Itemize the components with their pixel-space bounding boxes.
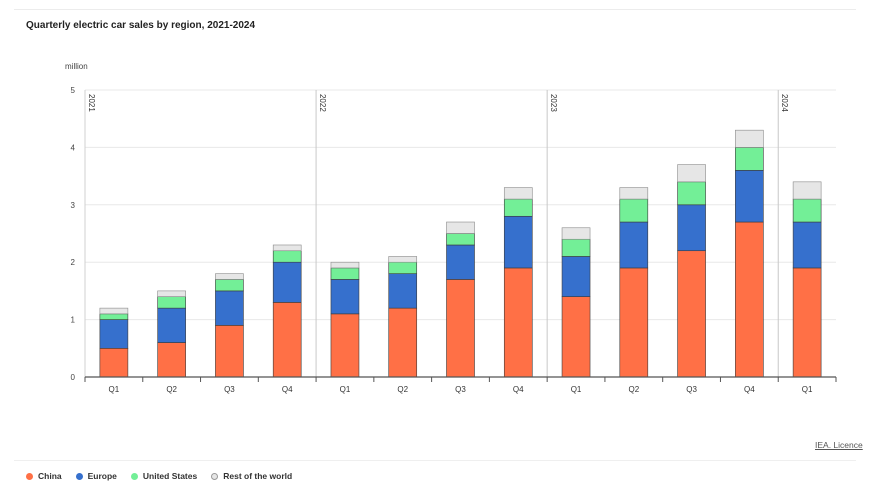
bottom-divider: [14, 460, 856, 461]
bar-europe-4: [330, 279, 360, 315]
bar-china-10: [677, 250, 706, 378]
bar-europe-12: [792, 221, 822, 269]
bar-china-11: [735, 221, 764, 378]
x-tick-label-7: Q4: [513, 385, 524, 394]
bar-china-1: [157, 342, 186, 378]
bar-europe-10: [677, 204, 706, 252]
x-tick-label-6: Q3: [455, 385, 466, 394]
bar-rest-of-the-world-12: [792, 181, 822, 200]
bar-united-states-5: [388, 261, 418, 274]
bar-rest-of-the-world-0: [99, 307, 129, 315]
bar-united-states-11: [735, 147, 764, 171]
x-tick-label-12: Q1: [802, 385, 813, 394]
bar-china-5: [388, 307, 418, 378]
x-tick-label-8: Q1: [571, 385, 582, 394]
bar-rest-of-the-world-4: [330, 261, 360, 269]
year-label-2024: 2024: [780, 94, 789, 112]
bar-united-states-9: [619, 198, 649, 223]
y-tick-label-4: 4: [71, 143, 76, 152]
bar-europe-1: [157, 307, 186, 343]
bar-united-states-1: [157, 296, 186, 309]
x-tick-label-2: Q3: [224, 385, 235, 394]
bar-rest-of-the-world-9: [619, 187, 649, 200]
legend-item-china[interactable]: China: [26, 471, 62, 481]
bar-united-states-0: [99, 313, 129, 320]
bar-china-0: [99, 347, 129, 378]
y-axis-label: million: [65, 62, 88, 71]
y-tick-label-0: 0: [71, 373, 76, 382]
bar-europe-8: [561, 256, 591, 297]
bar-rest-of-the-world-7: [503, 187, 533, 200]
bar-europe-6: [446, 244, 475, 280]
legend-label-united-states: United States: [142, 471, 198, 481]
bar-china-6: [446, 279, 475, 378]
bar-china-3: [272, 302, 302, 378]
x-tick-label-9: Q2: [628, 385, 639, 394]
bar-united-states-8: [561, 238, 591, 257]
legend-item-europe[interactable]: Europe: [75, 471, 117, 481]
bar-rest-of-the-world-5: [388, 256, 418, 263]
bar-china-7: [503, 267, 533, 378]
y-tick-label-2: 2: [71, 258, 76, 267]
bar-europe-3: [272, 261, 302, 303]
bar-rest-of-the-world-11: [735, 129, 764, 148]
y-tick-label-5: 5: [71, 86, 76, 95]
bar-europe-5: [388, 273, 418, 309]
bar-rest-of-the-world-10: [677, 164, 706, 183]
x-tick-label-11: Q4: [744, 385, 755, 394]
legend-swatch-europe: [75, 472, 83, 480]
bar-europe-2: [215, 290, 244, 326]
x-tick-label-5: Q2: [397, 385, 408, 394]
legend-swatch-united-states: [130, 472, 138, 480]
bar-china-9: [619, 267, 649, 378]
bar-united-states-12: [792, 198, 822, 223]
bar-united-states-10: [677, 181, 706, 206]
legend: China Europe United States Rest of the w…: [26, 471, 292, 481]
year-label-2021: 2021: [87, 94, 96, 112]
top-divider: [14, 9, 856, 10]
bar-united-states-4: [330, 267, 360, 280]
x-tick-label-10: Q3: [686, 385, 697, 394]
bar-united-states-3: [272, 250, 302, 263]
legend-label-china: China: [38, 471, 62, 481]
bar-rest-of-the-world-3: [272, 244, 302, 252]
y-tick-label-1: 1: [71, 316, 76, 325]
year-label-2022: 2022: [318, 94, 327, 112]
bar-united-states-2: [215, 279, 244, 292]
bar-china-12: [792, 267, 822, 378]
bar-europe-7: [503, 215, 533, 269]
bar-rest-of-the-world-8: [561, 227, 591, 240]
licence-link[interactable]: IEA. Licence: [815, 440, 863, 450]
legend-swatch-rest-of-world: [211, 472, 219, 480]
year-label-2023: 2023: [549, 94, 558, 112]
bar-china-4: [330, 313, 360, 378]
bar-europe-11: [735, 170, 764, 223]
legend-label-europe: Europe: [87, 471, 117, 481]
x-tick-label-4: Q1: [340, 385, 351, 394]
bar-united-states-6: [446, 233, 475, 246]
bar-rest-of-the-world-6: [446, 221, 475, 234]
legend-item-rest-of-world[interactable]: Rest of the world: [211, 471, 292, 481]
legend-swatch-china: [26, 472, 33, 480]
y-tick-label-3: 3: [71, 201, 76, 210]
bar-europe-9: [619, 221, 649, 269]
x-tick-label-1: Q2: [166, 385, 177, 394]
stacked-bar-chart: 0 1 2 3 4 5 million 2021 2022 2023 2024 Q1 Q2 Q3 Q4 Q1 Q…: [65, 62, 837, 394]
bar-united-states-7: [503, 198, 533, 217]
bar-china-8: [561, 296, 591, 378]
x-tick-label-0: Q1: [109, 385, 120, 394]
bar-rest-of-the-world-1: [157, 290, 186, 297]
chart-title: Quarterly electric car sales by region, …: [26, 20, 256, 31]
bar-rest-of-the-world-2: [215, 273, 244, 280]
legend-label-rest-of-world: Rest of the world: [223, 471, 293, 481]
x-tick-label-3: Q4: [282, 385, 293, 394]
bar-europe-0: [99, 319, 129, 349]
legend-item-united-states[interactable]: United States: [130, 471, 198, 481]
bar-china-2: [215, 325, 244, 378]
